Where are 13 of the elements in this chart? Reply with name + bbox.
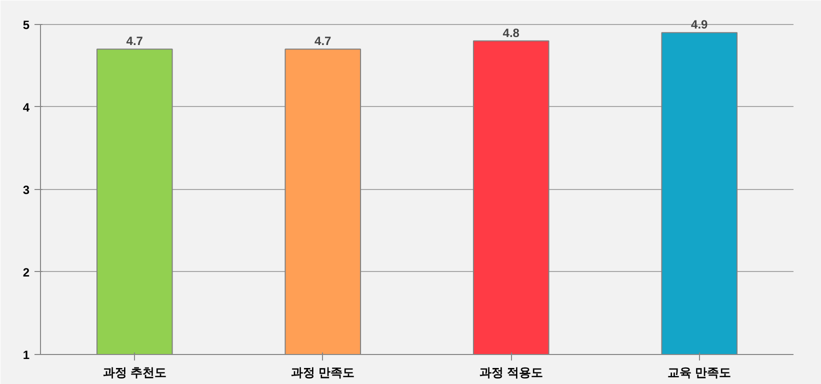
x-tick-label: 과정 추천도 — [102, 366, 166, 380]
y-tick-label: 1 — [22, 348, 30, 362]
data-label: 4.9 — [691, 18, 708, 32]
x-tick-label: 과정 적용도 — [479, 366, 543, 380]
y-tick-label: 4 — [22, 100, 30, 114]
x-tick-label: 교육 만족도 — [668, 366, 732, 380]
data-label: 4.7 — [314, 34, 332, 48]
y-tick-label: 5 — [22, 18, 30, 32]
x-tick-label: 과정 만족도 — [291, 366, 355, 380]
data-label: 4.8 — [502, 26, 520, 40]
y-tick-label: 2 — [22, 265, 30, 280]
y-tick-label: 3 — [22, 182, 30, 197]
data-label: 4.7 — [126, 34, 144, 48]
